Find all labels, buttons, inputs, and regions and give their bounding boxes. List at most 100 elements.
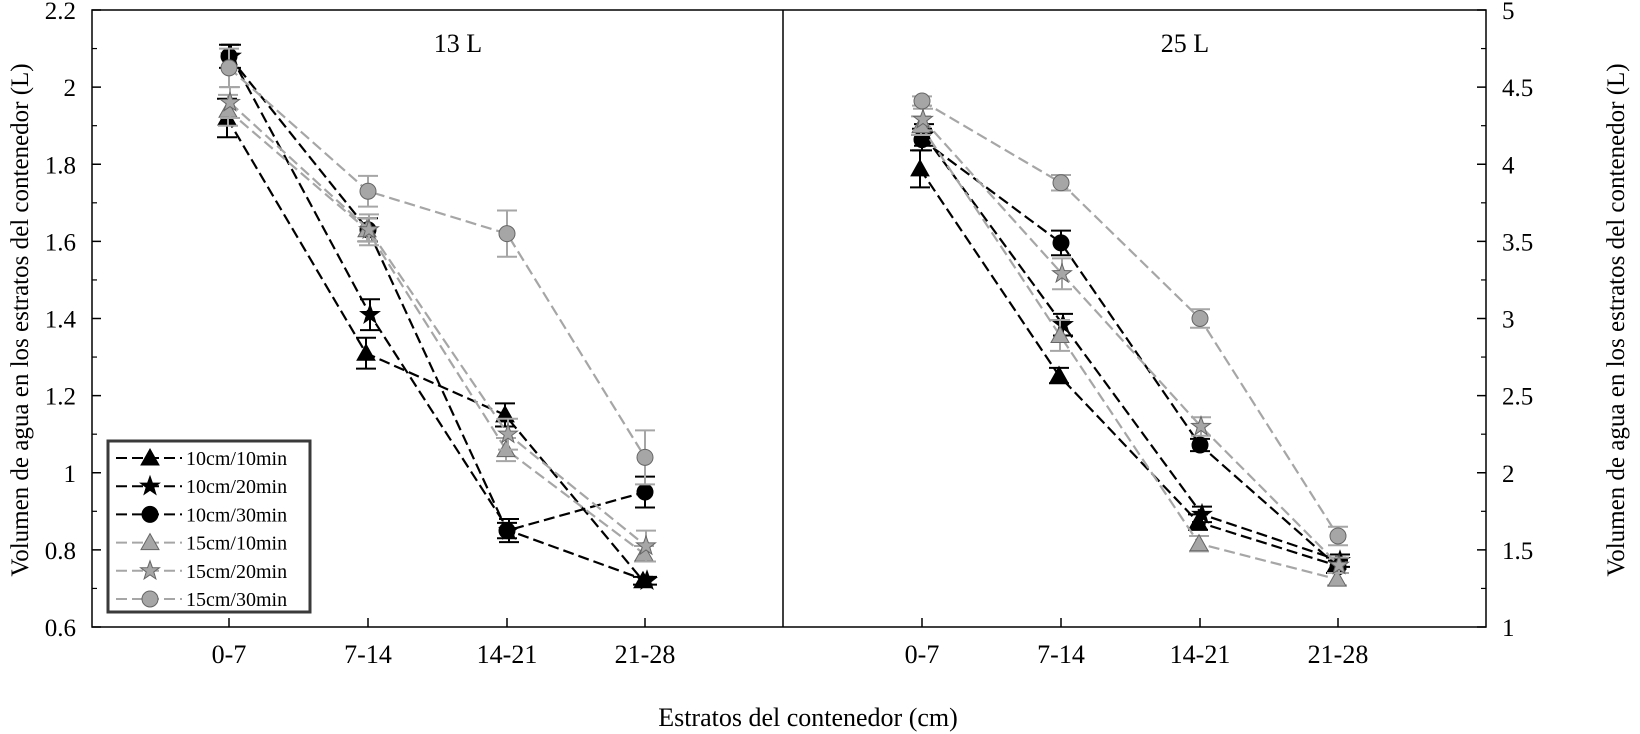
legend-marker (139, 559, 161, 581)
legend-entry: 10cm/10min (116, 447, 287, 470)
legend-marker (141, 590, 159, 608)
data-series (217, 43, 1351, 591)
series-line (227, 109, 645, 555)
y-tick-label: 0.6 (45, 615, 76, 642)
x-tick-label: 0-7 (212, 640, 247, 669)
y-tick-label: 5 (1502, 0, 1515, 25)
series-line (230, 55, 648, 582)
series-15cm-30min (219, 47, 655, 486)
left-y-axis-label: Volumen de agua en los estratos del cont… (7, 63, 34, 576)
series-line (922, 118, 1340, 567)
y-tick-label: 1.4 (45, 307, 77, 334)
data-point (912, 107, 934, 129)
series-line (228, 66, 646, 458)
data-point (358, 218, 380, 240)
data-point (498, 225, 516, 243)
y-tick-label: 2.2 (45, 0, 76, 25)
legend-label: 15cm/10min (186, 533, 287, 555)
series-15cm-10min (911, 115, 1347, 587)
y-tick-label: 3 (1502, 307, 1515, 334)
data-point (1327, 569, 1347, 587)
series-line (920, 125, 1338, 581)
data-point (359, 182, 377, 200)
legend-entry: 15cm/30min (116, 589, 287, 611)
series-line (228, 55, 646, 532)
legend-label: 15cm/30min (186, 589, 287, 611)
panel-title-13l: 13 L (434, 29, 482, 58)
y-tick-label: 1.6 (45, 229, 76, 256)
data-point (1050, 325, 1070, 343)
legend-entry: 10cm/20min (116, 474, 287, 498)
data-point (1052, 174, 1070, 192)
x-tick-label: 14-21 (477, 640, 538, 669)
data-point (498, 522, 516, 540)
data-point (219, 91, 241, 112)
legend-entry: 10cm/30min (116, 504, 287, 526)
y-tick-label: 3.5 (1502, 229, 1533, 256)
series-15cm-30min (912, 92, 1348, 547)
data-point (635, 534, 657, 556)
data-point (910, 158, 930, 177)
data-point (220, 59, 238, 77)
data-point (1051, 262, 1073, 284)
legend-marker (139, 474, 161, 496)
series-10cm-10min (910, 149, 1346, 575)
y-tick-label: 1 (64, 461, 77, 488)
legend-entry: 15cm/10min (116, 532, 287, 555)
series-15cm-20min (912, 107, 1350, 575)
data-point (913, 92, 931, 110)
y-tick-label: 1 (1502, 615, 1515, 642)
data-point (1329, 527, 1347, 545)
legend-marker (140, 447, 160, 466)
data-point (359, 303, 381, 324)
x-tick-label: 21-28 (1308, 640, 1369, 669)
data-point (1191, 436, 1209, 454)
x-axis-label: Estratos del contenedor (cm) (658, 703, 958, 732)
data-point (636, 483, 654, 501)
data-point (636, 448, 654, 466)
data-point (1052, 234, 1070, 252)
y-tick-label: 1.5 (1502, 538, 1533, 565)
data-point (1052, 313, 1074, 335)
series-15cm-20min (219, 86, 657, 563)
series-line (923, 134, 1341, 562)
y-tick-label: 2 (1502, 461, 1515, 488)
x-tick-label: 0-7 (905, 640, 940, 669)
data-point (497, 422, 519, 444)
legend-marker (141, 505, 159, 523)
legend-label: 10cm/30min (186, 504, 287, 526)
y-tick-label: 4 (1502, 152, 1515, 179)
series-line (226, 117, 644, 582)
data-point (636, 569, 658, 591)
right-y-axis-label: Volumen de agua en los estratos del cont… (1603, 63, 1630, 576)
legend-box (106, 439, 312, 614)
data-point (1049, 365, 1069, 384)
y-tick-label: 4.5 (1502, 75, 1533, 102)
legend-entry: 15cm/20min (116, 559, 287, 583)
y-tick-label: 0.8 (45, 538, 76, 565)
panel-title-25l: 25 L (1161, 29, 1209, 58)
legend-label: 10cm/10min (186, 448, 287, 470)
data-point (1191, 502, 1213, 524)
x-tick-label: 14-21 (1170, 640, 1231, 669)
legend: 10cm/10min 10cm/20min 10cm/30min 15cm/10min… (106, 439, 312, 614)
data-point (356, 343, 376, 361)
legend-label: 15cm/20min (186, 561, 287, 583)
y-tick-label: 2 (64, 75, 77, 102)
series-line (921, 100, 1339, 537)
series-line (919, 168, 1337, 567)
axes: 0.6 0.8 1 1.2 1.4 1.6 1.8 2 2.2 1 1.5 2 2.5 3 3.5 4 4.5 5… (45, 0, 1534, 669)
data-point (1189, 533, 1209, 552)
series-line (229, 101, 647, 547)
legend-marker (140, 532, 160, 551)
y-tick-label: 1.2 (45, 384, 76, 411)
y-tick-label: 1.8 (45, 152, 76, 179)
legend-label: 10cm/20min (186, 476, 287, 498)
x-tick-label: 21-28 (615, 640, 676, 669)
x-tick-label: 7-14 (344, 640, 392, 669)
series-line (921, 138, 1339, 568)
data-point (1191, 310, 1209, 327)
y-tick-label: 2.5 (1502, 384, 1533, 411)
data-point (1328, 553, 1350, 575)
